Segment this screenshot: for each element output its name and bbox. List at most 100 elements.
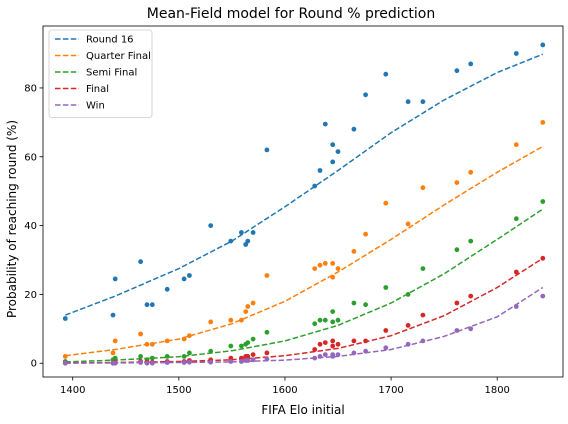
series-0-point bbox=[322, 121, 328, 127]
series-1-point bbox=[312, 266, 318, 271]
series-1-point bbox=[164, 338, 170, 344]
series-0-point bbox=[62, 316, 68, 321]
series-1-point bbox=[112, 338, 118, 344]
series-0-point bbox=[112, 276, 118, 282]
series-0-point bbox=[264, 147, 270, 153]
series-0-point bbox=[351, 126, 357, 132]
series-1-point bbox=[110, 350, 116, 356]
x-axis-label: FIFA Elo initial bbox=[261, 403, 344, 417]
series-2-point bbox=[250, 336, 256, 342]
series-0-point bbox=[250, 230, 256, 235]
series-2-point bbox=[383, 285, 389, 290]
series-4-point bbox=[208, 359, 214, 365]
series-2-point bbox=[540, 199, 546, 204]
series-1-point bbox=[363, 231, 368, 237]
series-2-point bbox=[239, 343, 244, 349]
series-1-point bbox=[228, 317, 234, 323]
series-3-point bbox=[420, 312, 426, 318]
series-0-point bbox=[208, 223, 214, 229]
series-4-point bbox=[454, 328, 460, 333]
series-2-point bbox=[164, 354, 170, 359]
series-3-point bbox=[363, 338, 368, 344]
series-3-point bbox=[513, 269, 519, 275]
series-1-point bbox=[239, 317, 244, 323]
series-2-point bbox=[405, 292, 411, 297]
series-4-point bbox=[144, 360, 150, 366]
series-1-point bbox=[187, 333, 192, 339]
y-tick-label: 20 bbox=[24, 290, 37, 301]
x-tick-label: 1800 bbox=[484, 385, 509, 396]
series-1-point bbox=[149, 341, 155, 347]
series-0-point bbox=[110, 312, 116, 318]
series-0-point bbox=[454, 68, 460, 74]
series-4-point bbox=[181, 360, 187, 365]
series-3-point bbox=[312, 347, 318, 352]
x-tick-label: 1400 bbox=[60, 385, 85, 396]
series-0-point bbox=[540, 42, 546, 48]
series-1-point bbox=[264, 273, 270, 278]
series-1-point bbox=[62, 354, 68, 359]
series-4-point bbox=[330, 352, 336, 357]
series-4-point bbox=[149, 360, 155, 366]
series-0-point bbox=[317, 168, 323, 173]
series-1-point bbox=[322, 261, 328, 266]
series-1-point bbox=[405, 221, 411, 227]
series-0-point bbox=[138, 259, 144, 265]
series-3-point bbox=[405, 323, 411, 328]
series-2-point bbox=[181, 354, 187, 359]
series-2-point bbox=[264, 329, 270, 335]
series-4-point bbox=[187, 359, 192, 365]
series-0-point bbox=[330, 142, 336, 148]
series-1-point bbox=[208, 319, 214, 325]
series-0-point bbox=[383, 71, 389, 77]
x-tick-label: 1500 bbox=[166, 385, 191, 396]
series-1-point bbox=[330, 261, 336, 266]
series-1-point bbox=[513, 142, 519, 148]
series-1-point bbox=[181, 336, 187, 342]
series-3-point bbox=[330, 343, 336, 349]
series-0-point bbox=[330, 159, 336, 165]
series-2-point bbox=[363, 302, 368, 308]
series-0-point bbox=[187, 273, 192, 278]
series-4-point bbox=[351, 350, 357, 356]
y-tick-label: 40 bbox=[24, 221, 37, 232]
series-3-point bbox=[351, 338, 357, 344]
series-2-point bbox=[468, 238, 474, 244]
series-1-point bbox=[250, 300, 256, 306]
series-4-point bbox=[250, 357, 256, 363]
series-1-point bbox=[138, 331, 144, 337]
series-4-point bbox=[239, 359, 244, 364]
series-4-point bbox=[112, 360, 118, 366]
series-2-point bbox=[228, 343, 234, 349]
y-tick-label: 60 bbox=[24, 152, 37, 163]
series-4-point bbox=[335, 352, 341, 357]
series-2-point bbox=[138, 354, 144, 359]
series-4-point bbox=[245, 358, 251, 363]
axes-frame bbox=[42, 25, 564, 378]
series-2-point bbox=[245, 340, 251, 345]
series-3-point bbox=[317, 341, 323, 347]
series-1-point bbox=[243, 309, 249, 314]
legend: Round 16 Quarter Final Semi Final Final Win bbox=[48, 29, 153, 118]
series-3-point bbox=[322, 340, 328, 345]
series-1-point bbox=[351, 249, 357, 254]
series-1-point bbox=[454, 180, 460, 186]
series-2-point bbox=[322, 317, 328, 323]
series-1-point bbox=[383, 200, 389, 206]
series-0-point bbox=[181, 276, 187, 282]
series-3-point bbox=[383, 328, 389, 333]
series-4-point bbox=[312, 355, 318, 361]
series-3-point bbox=[228, 355, 234, 361]
series-4-point bbox=[405, 341, 411, 347]
series-1-point bbox=[420, 185, 426, 191]
series-3-point bbox=[250, 352, 256, 357]
plot-area bbox=[62, 42, 546, 366]
series-2-point bbox=[513, 216, 519, 222]
series-2-point bbox=[330, 319, 336, 325]
series-3-point bbox=[330, 338, 336, 344]
series-2-point bbox=[420, 266, 426, 271]
legend-entry-label: Semi Final bbox=[86, 68, 137, 79]
series-3-point bbox=[454, 300, 460, 306]
series-4-point bbox=[164, 360, 170, 365]
